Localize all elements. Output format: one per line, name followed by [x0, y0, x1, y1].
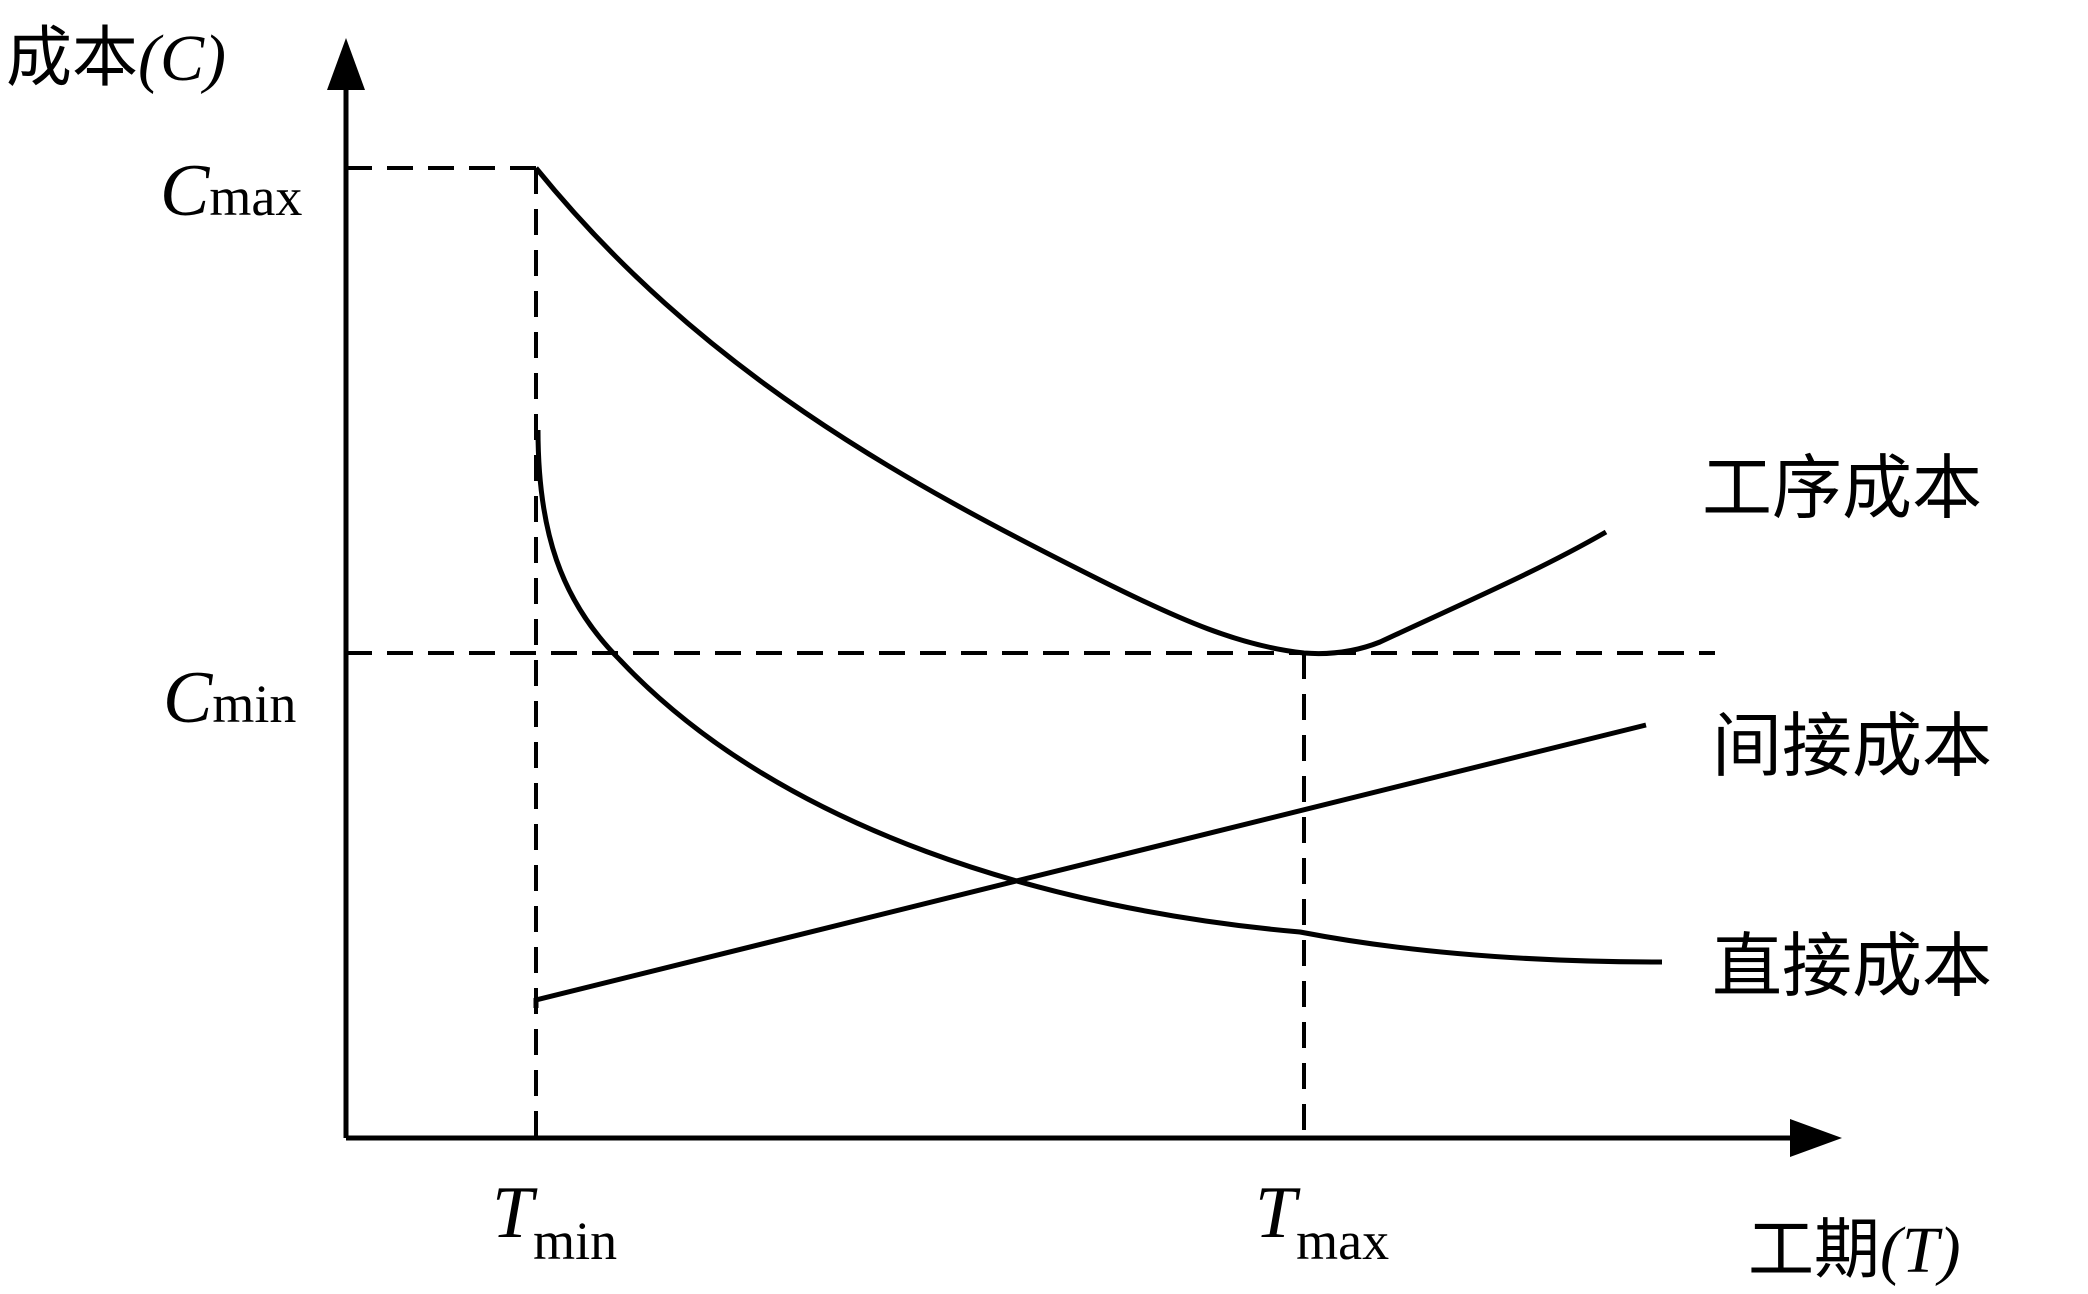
- c-max-label: Cmax: [160, 150, 302, 232]
- y-axis-label: 成本(C): [6, 19, 226, 96]
- direct-cost-curve: [535, 429, 1663, 965]
- t-min-label: Tmin: [492, 1172, 617, 1271]
- indirect-cost-curve: [533, 722, 1647, 1008]
- c-min-label: Cmin: [163, 657, 296, 739]
- indirect-cost-label: 间接成本: [1712, 705, 1992, 787]
- x-axis-label: 工期(T): [1748, 1211, 1961, 1288]
- direct-cost-label: 直接成本: [1712, 925, 1992, 1007]
- y-axis-arrow: [327, 38, 365, 90]
- process-cost-curve: [534, 166, 1608, 657]
- x-axis-arrow: [1790, 1119, 1842, 1157]
- process-cost-label: 工序成本: [1702, 447, 1982, 529]
- t-max-label: Tmax: [1255, 1172, 1389, 1271]
